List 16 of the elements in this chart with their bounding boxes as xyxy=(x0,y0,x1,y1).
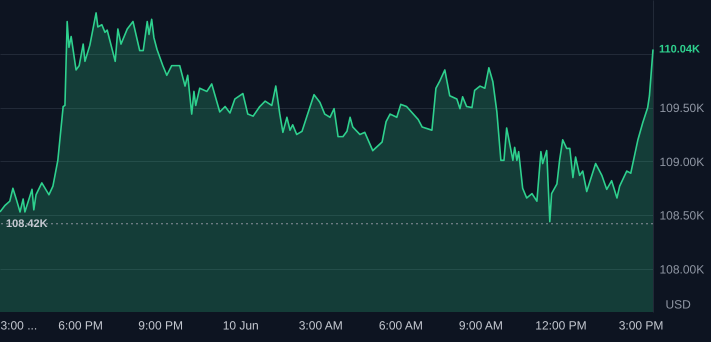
x-tick-label: 6:00 PM xyxy=(58,318,103,332)
y-tick-label: 109.00K xyxy=(660,154,704,169)
x-tick-label: 3:00 AM xyxy=(298,318,343,332)
x-tick-label: 3:00 PM xyxy=(618,318,664,332)
x-tick-label: 3:00 ... xyxy=(0,318,38,332)
y-tick-label: 108.00K xyxy=(660,262,704,276)
ref-line-label: 108.42K xyxy=(6,218,48,230)
x-tick-label: 10 Jun xyxy=(222,318,259,332)
annotation: 110.04K xyxy=(659,43,700,56)
y-tick-label: 108.50K xyxy=(660,208,704,223)
x-tick-label: 9:00 PM xyxy=(138,318,183,332)
x-tick-label: 9:00 AM xyxy=(458,318,503,332)
x-tick-label: 6:00 AM xyxy=(378,318,423,332)
y-tick-label: 109.50K xyxy=(660,101,704,116)
x-tick-label: 12:00 PM xyxy=(535,318,587,332)
y-axis-title: USD xyxy=(666,298,692,312)
